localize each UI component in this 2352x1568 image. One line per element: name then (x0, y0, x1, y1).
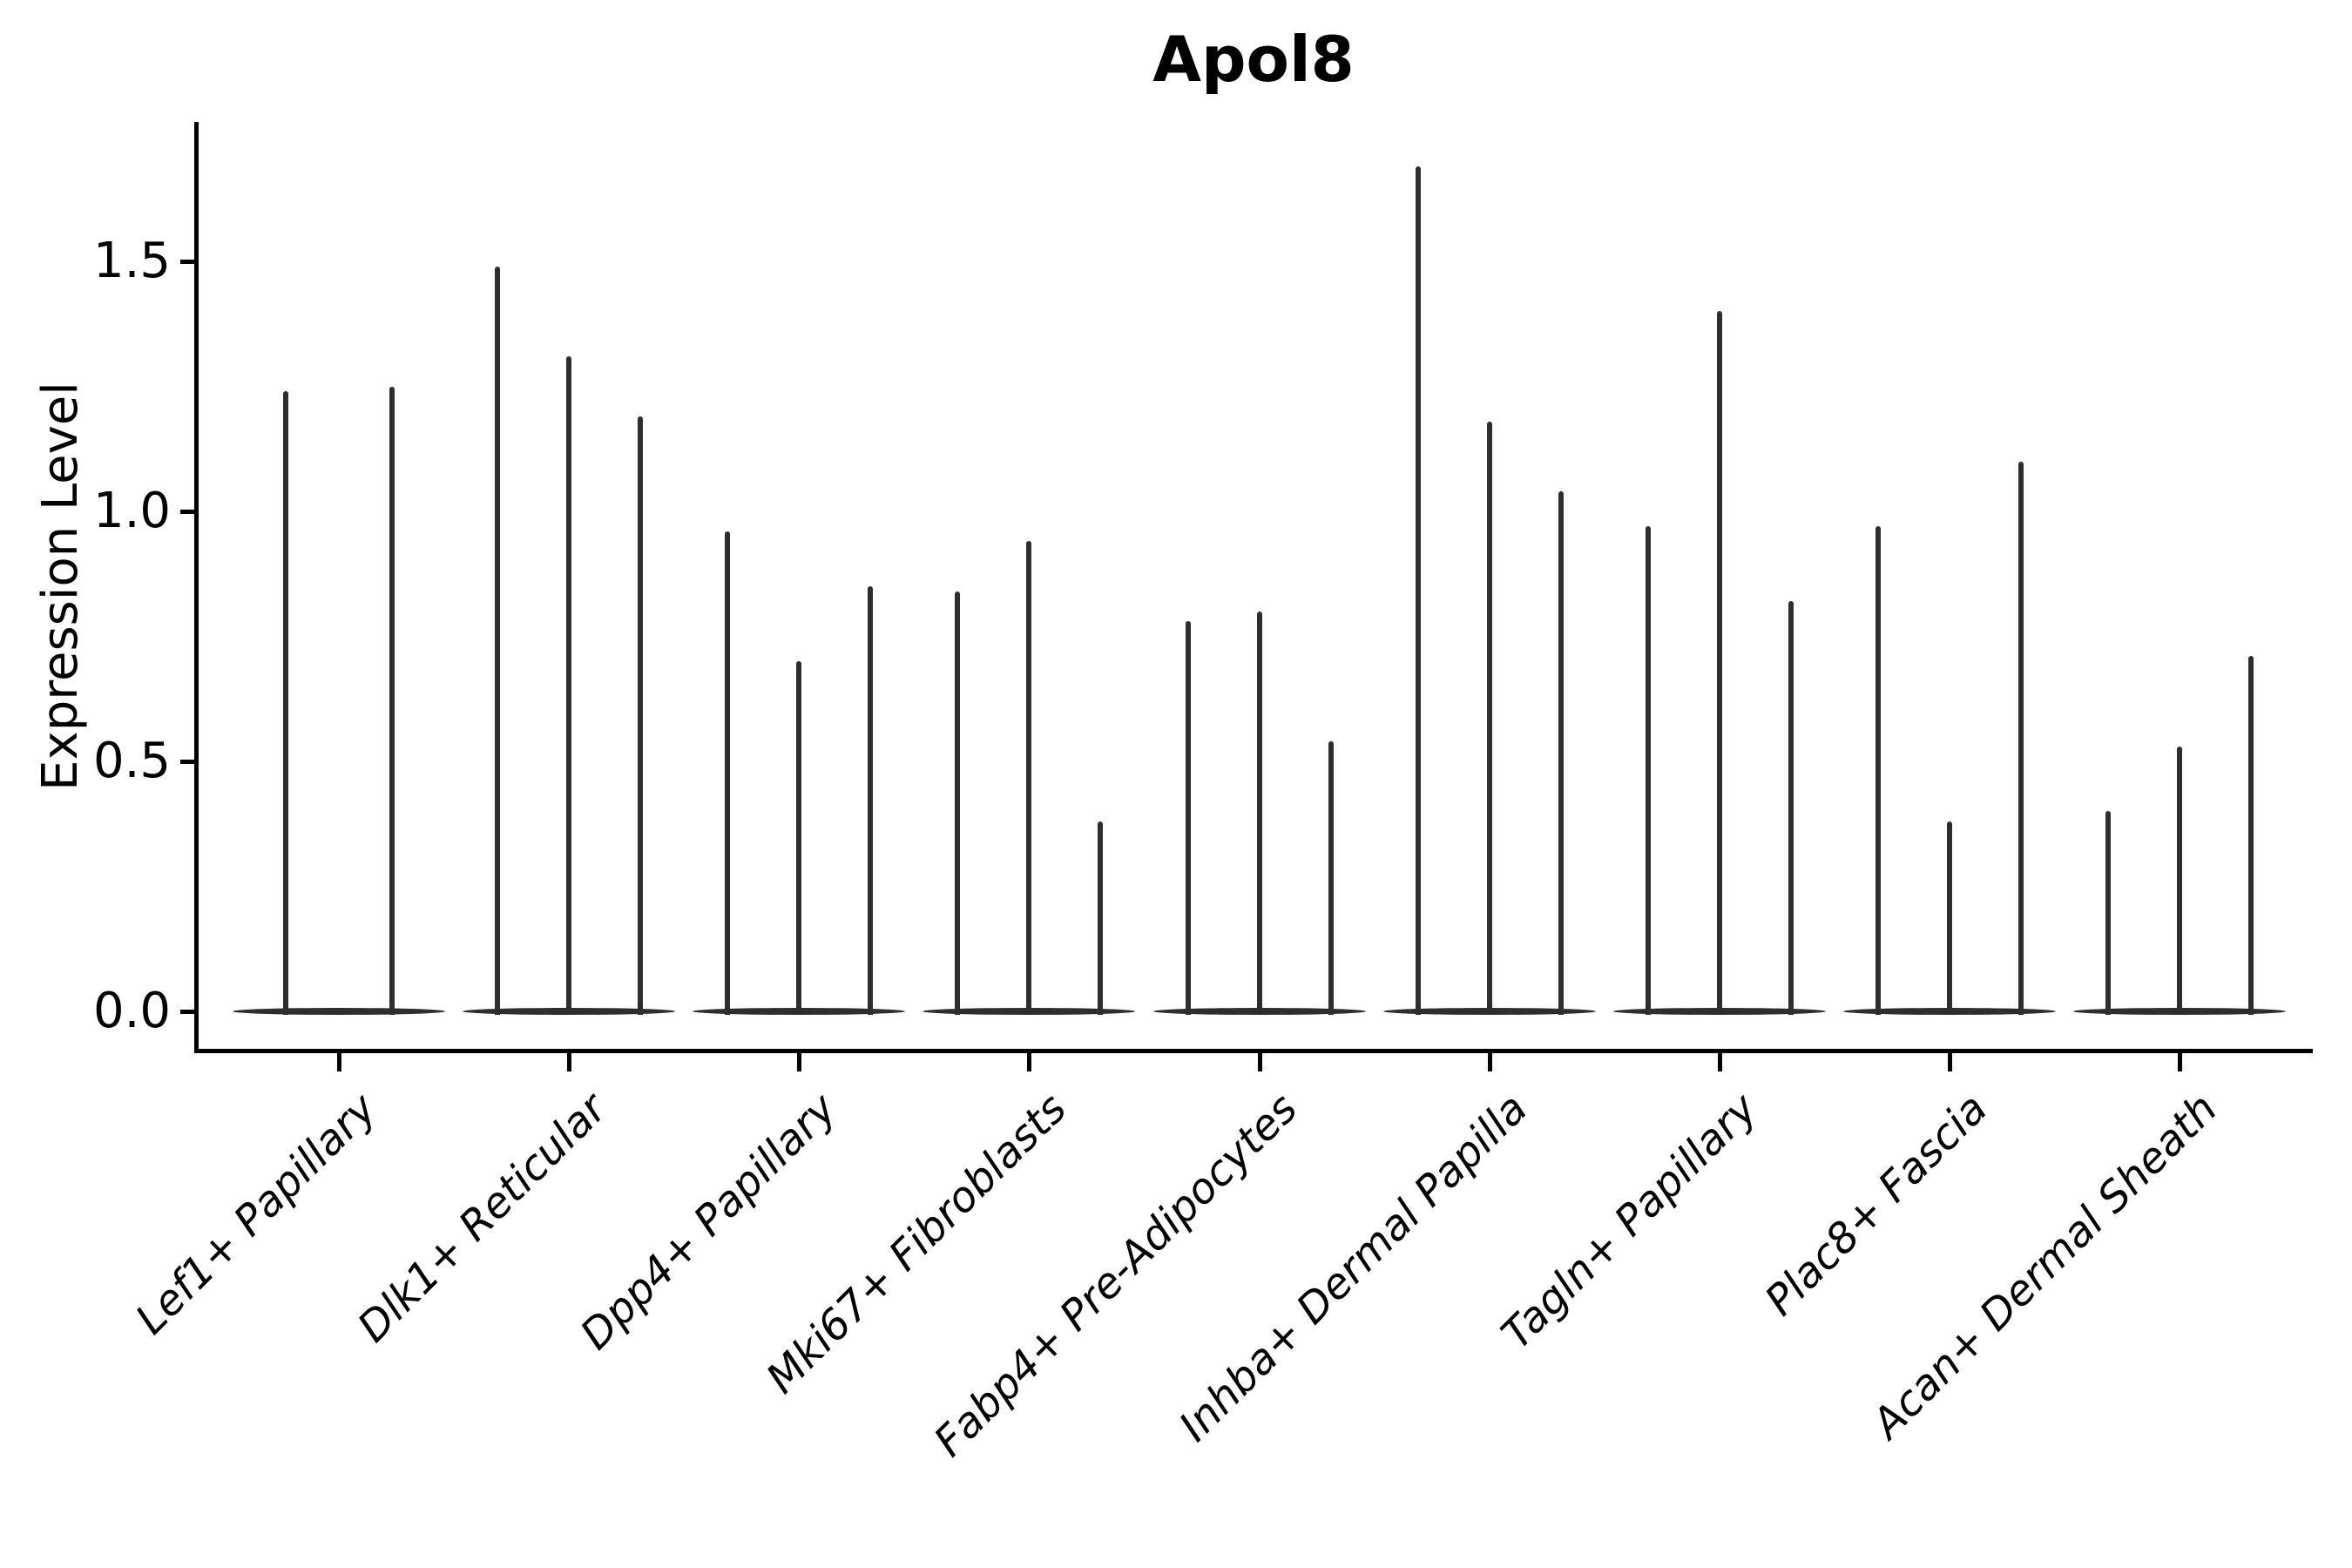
x-tick-label: Tagln+ Papillary (1491, 1084, 1767, 1359)
violin-spike (1026, 541, 1032, 1015)
y-tick-label: 0.5 (92, 733, 171, 789)
violin-spike (1788, 601, 1794, 1015)
violin-spike (566, 356, 572, 1015)
x-tick (2178, 1049, 2182, 1071)
violin-spike (2177, 746, 2182, 1015)
violin-spike (1558, 491, 1564, 1015)
x-tick-label: Mki67+ Fibroblasts (757, 1084, 1077, 1403)
y-axis-label: Expression Level (32, 382, 89, 791)
x-tick-label: Dlk1+ Reticular (348, 1084, 617, 1352)
x-tick (1487, 1049, 1492, 1071)
x-tick (567, 1049, 572, 1071)
violin-spike (1328, 741, 1334, 1015)
x-tick (1717, 1049, 1722, 1071)
violin-spike (1875, 526, 1881, 1015)
violin-spike (1098, 821, 1104, 1015)
violin-spike (2017, 461, 2024, 1015)
y-tick-label: 1.0 (92, 483, 171, 539)
y-tick (180, 760, 196, 764)
x-tick-label: Plac8+ Fascia (1755, 1084, 1997, 1326)
x-tick (797, 1049, 802, 1071)
x-tick (1257, 1049, 1262, 1071)
x-axis-spine (194, 1049, 2313, 1053)
x-tick (1027, 1049, 1032, 1071)
x-tick (1947, 1049, 1952, 1071)
chart-title: Apol8 (1152, 23, 1355, 96)
y-axis-spine (194, 122, 199, 1053)
x-tick-label: Dpp4+ Papillary (571, 1084, 847, 1360)
violin-spike (955, 591, 961, 1015)
violin-spike (1256, 611, 1262, 1015)
violin-spike (1716, 311, 1722, 1015)
violin-spike (2248, 656, 2254, 1015)
violin-spike (1415, 166, 1421, 1015)
violin-spike (638, 416, 644, 1015)
violin-spike (389, 386, 395, 1015)
violin-baseline (233, 1008, 445, 1015)
x-tick-label: Fabp4+ Pre-Adipocytes (924, 1084, 1307, 1467)
violin-spike (1645, 526, 1651, 1015)
y-tick (180, 510, 196, 514)
violin-spike (725, 531, 731, 1015)
x-tick-label: Acan+ Dermal Sheath (1862, 1084, 2227, 1449)
violin-spike (283, 391, 288, 1015)
violin-spike (796, 661, 802, 1015)
y-tick-label: 0.0 (92, 983, 171, 1039)
y-tick-label: 1.5 (92, 233, 171, 289)
y-tick (180, 1010, 196, 1014)
violin-spike (868, 586, 874, 1015)
violin-spike (495, 266, 501, 1015)
x-tick (337, 1049, 341, 1071)
violin-spike (1946, 821, 1952, 1015)
y-tick (180, 260, 196, 264)
x-tick-label: Inhba+ Dermal Papilla (1169, 1084, 1537, 1451)
violin-spike (1185, 621, 1191, 1015)
violin-spike (1486, 421, 1492, 1015)
violin-spike (2105, 811, 2111, 1015)
